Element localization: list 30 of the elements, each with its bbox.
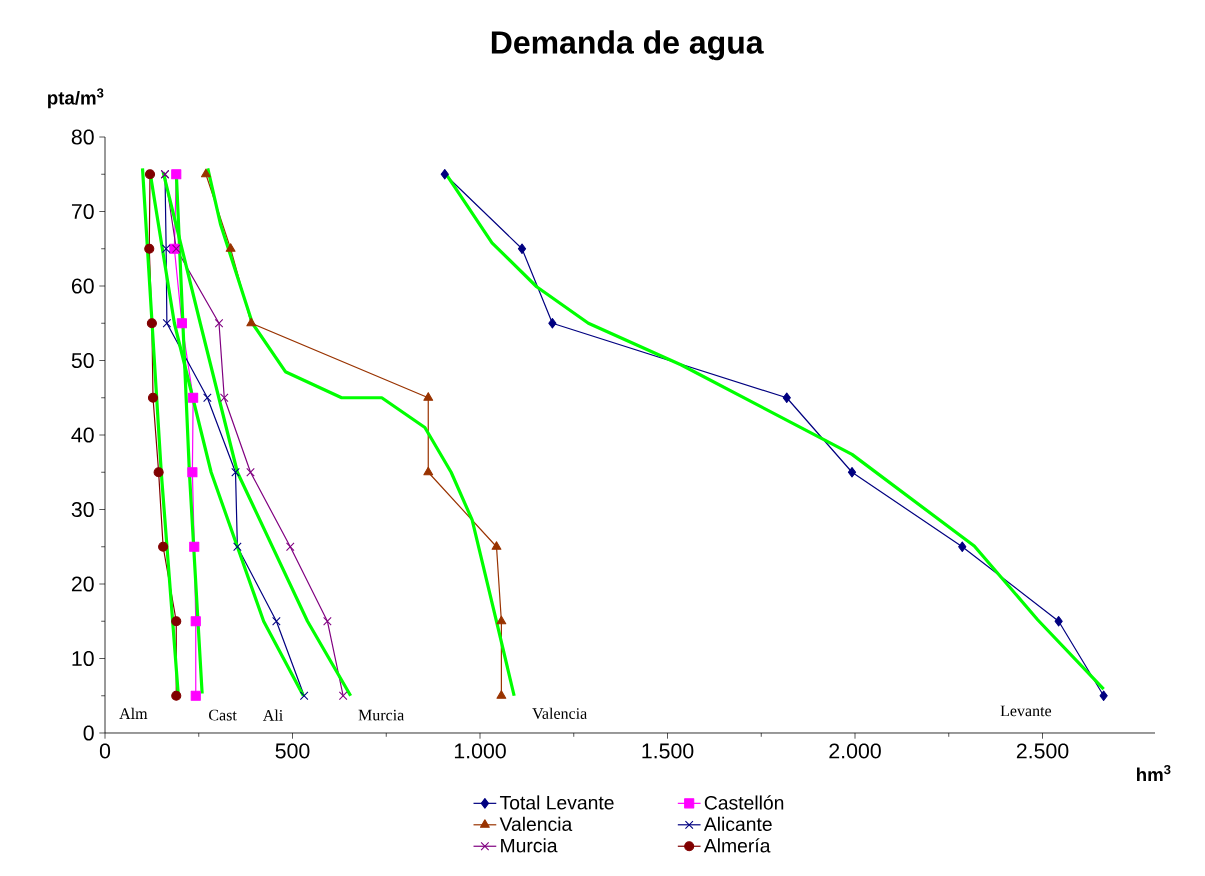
annotation: Cast xyxy=(209,709,237,721)
y-tick-label: 0 xyxy=(83,725,94,741)
y-tick-label: 10 xyxy=(72,650,94,667)
annotation: Valencia xyxy=(532,707,587,720)
x-axis-title: hm$^{3}$ xyxy=(1137,764,1171,782)
x-tick-label: 1.000 xyxy=(454,743,506,759)
legend-label: Alicante xyxy=(703,816,772,831)
y-tick-label: 20 xyxy=(71,576,94,592)
x-tick-label: 2.000 xyxy=(829,743,881,759)
y-tick-label: 60 xyxy=(71,278,94,294)
x-tick-label: 500 xyxy=(275,743,310,759)
y-tick-label: 80 xyxy=(71,129,94,145)
y-tick-label: 50 xyxy=(71,352,94,369)
chart-title: Demanda de agua xyxy=(491,30,764,61)
annotation: Alm xyxy=(119,707,148,719)
x-tick-label: 0 xyxy=(99,743,111,759)
legend-label: Total Levante xyxy=(499,795,614,810)
legend-label: Almería xyxy=(703,838,771,853)
annotation: Levante xyxy=(1000,705,1052,717)
y-tick-label: 70 xyxy=(71,203,94,220)
y-axis-title: pta/m$^{3}$ xyxy=(48,88,104,109)
legend-label: Valencia xyxy=(499,816,573,831)
y-tick-label: 30 xyxy=(71,501,94,518)
x-tick-label: 2.500 xyxy=(1016,743,1069,759)
annotation: Ali xyxy=(262,709,283,721)
legend-label: Murcia xyxy=(501,838,558,853)
annotation: Murcia xyxy=(358,709,405,721)
y-tick-label: 40 xyxy=(71,427,94,443)
legend-label: Castellón xyxy=(704,795,784,810)
x-tick-label: 1.500 xyxy=(642,743,694,759)
